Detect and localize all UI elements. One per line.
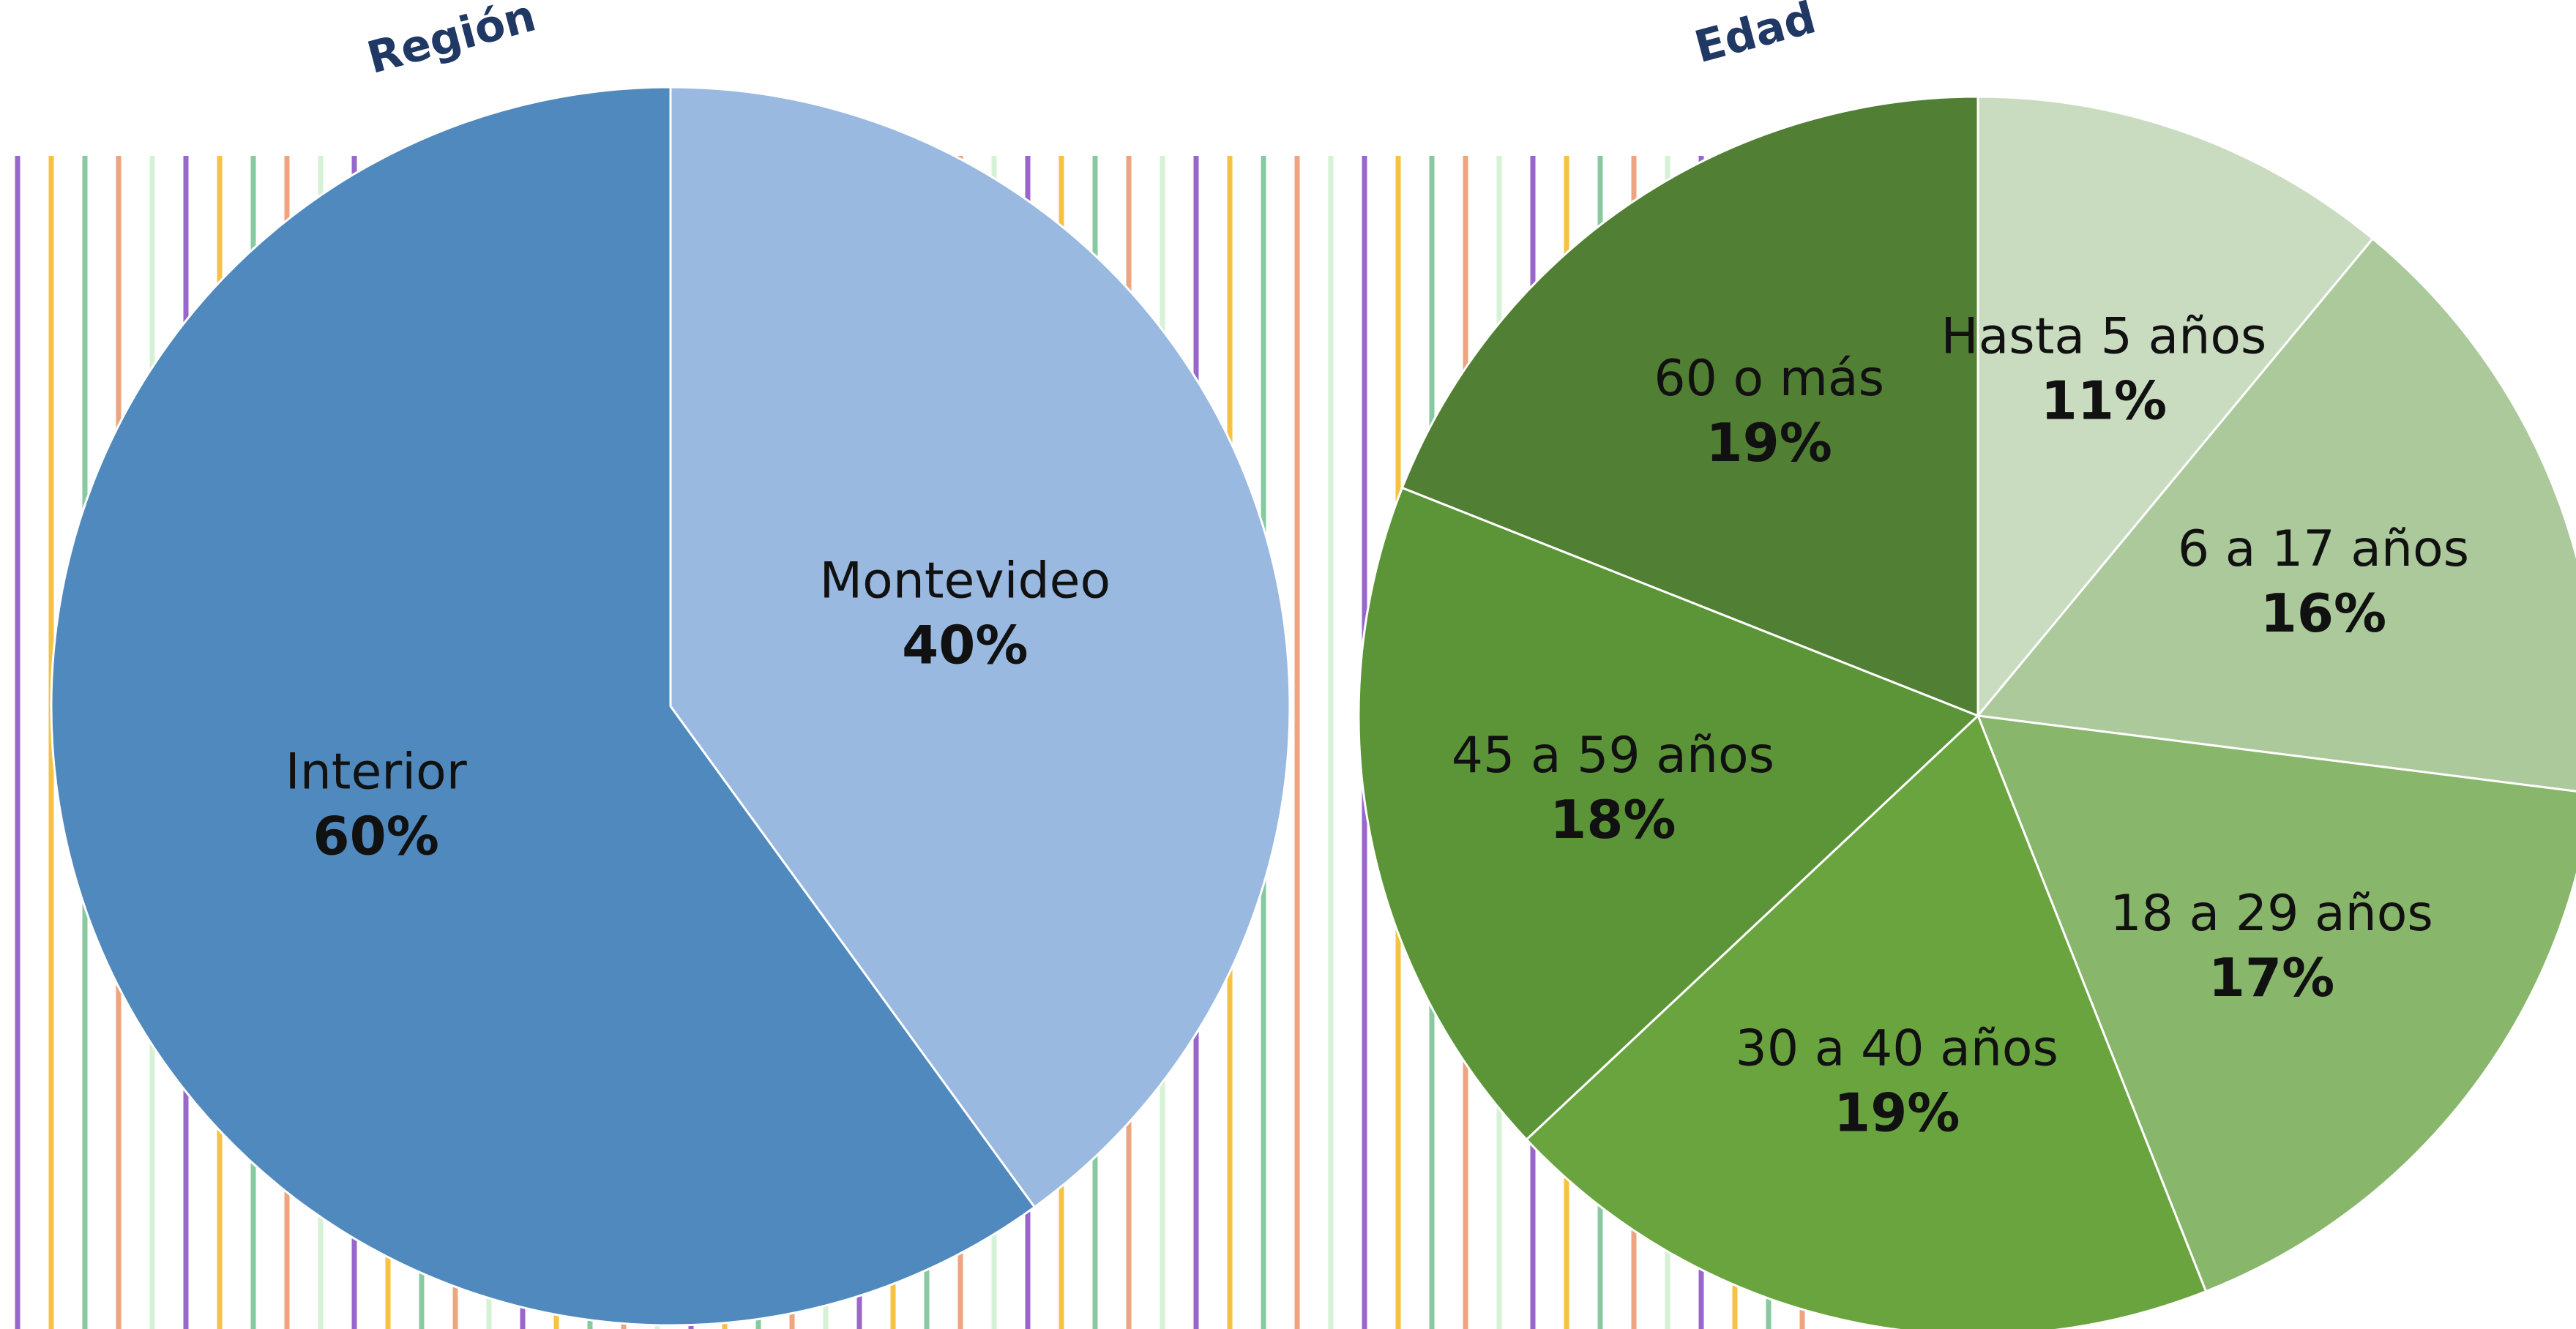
chart-title: Región <box>362 0 541 84</box>
slice-value-label: 60% <box>313 806 439 867</box>
pie-slice <box>50 86 1037 1327</box>
slice-label: 45 a 59 años <box>1452 727 1774 785</box>
pie-slice <box>1976 714 2576 1293</box>
pie-slice <box>669 86 1291 1209</box>
chart-title: Edad <box>1690 0 1821 73</box>
slice-label: 60 o más <box>1654 350 1884 408</box>
slice-label: Interior <box>285 744 467 801</box>
pie-slice <box>1976 237 2576 793</box>
slice-value-label: 19% <box>1834 1082 1960 1143</box>
slice-value-label: 40% <box>902 614 1028 675</box>
pie-slice <box>1976 95 2375 719</box>
pie-slice <box>1400 95 1979 718</box>
slice-value-label: 19% <box>1706 412 1832 473</box>
slice-value-label: 18% <box>1550 789 1676 850</box>
slice-label: Hasta 5 años <box>1941 307 2267 365</box>
pie-slice <box>1357 486 1980 1142</box>
slice-value-label: 17% <box>2209 947 2334 1008</box>
slice-value-label: 16% <box>2260 583 2386 644</box>
slice-label: 18 a 29 años <box>2110 885 2433 943</box>
pie-slice <box>1525 714 2208 1329</box>
slice-label: 6 a 17 años <box>2178 520 2469 578</box>
slice-label: Montevideo <box>819 552 1110 610</box>
slice-label: 30 a 40 años <box>1736 1019 2058 1077</box>
slice-value-label: 11% <box>2041 370 2167 431</box>
